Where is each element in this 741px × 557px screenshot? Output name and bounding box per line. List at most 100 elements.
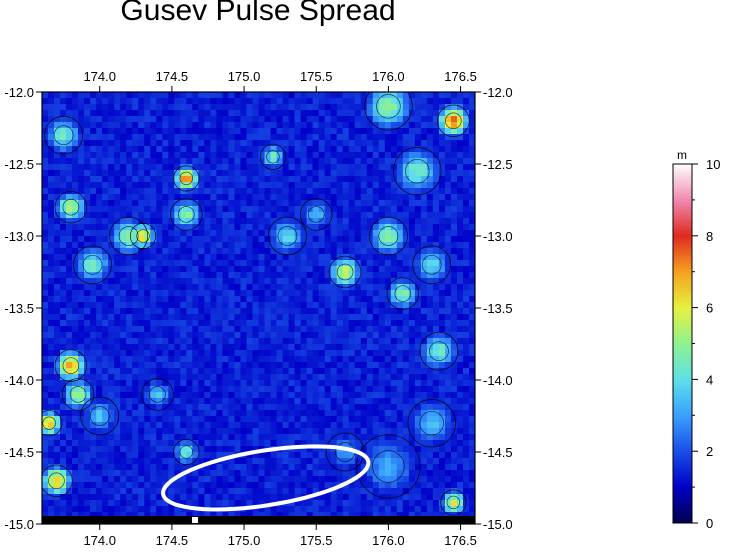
heatmap-cell [348, 272, 356, 279]
heatmap-cell [306, 362, 314, 369]
heatmap-cell [192, 392, 199, 399]
heatmap-cell [396, 146, 404, 153]
heatmap-cell [162, 332, 169, 339]
heatmap-cell [288, 290, 295, 297]
heatmap-cell [450, 446, 458, 453]
heatmap-cell [354, 128, 362, 135]
heatmap-cell [246, 404, 253, 411]
heatmap-cell [438, 182, 446, 189]
heatmap-cell [450, 146, 458, 153]
heatmap-cell [186, 194, 193, 201]
heatmap-cell [420, 476, 428, 483]
heatmap-cell [72, 230, 79, 237]
heatmap-cell [114, 356, 121, 363]
heatmap-cell [366, 344, 374, 351]
heatmap-cell [366, 422, 374, 429]
heatmap-cell [102, 500, 109, 507]
heatmap-cell [462, 428, 470, 435]
heatmap-cell [462, 416, 470, 423]
heatmap-cell [390, 212, 398, 219]
heatmap-cell [240, 362, 247, 369]
heatmap-cell [72, 314, 79, 321]
heatmap-cell [102, 398, 109, 405]
heatmap-cell [60, 158, 67, 165]
heatmap-cell [378, 302, 386, 309]
heatmap-cell [90, 302, 97, 309]
heatmap-cell [288, 374, 295, 381]
heatmap-cell [60, 494, 67, 501]
heatmap-cell [180, 428, 187, 435]
heatmap-cell [432, 398, 440, 405]
heatmap-cell [216, 446, 223, 453]
heatmap-cell [54, 464, 61, 471]
heatmap-cell [444, 338, 452, 345]
heatmap-cell [306, 158, 314, 165]
heatmap-cell [312, 212, 320, 219]
heatmap-cell [456, 110, 464, 117]
heatmap-cell [240, 314, 247, 321]
heatmap-cell [294, 398, 301, 405]
heatmap-cell [462, 254, 470, 261]
heatmap-cell [144, 326, 151, 333]
heatmap-cell [66, 488, 73, 495]
heatmap-cell [84, 146, 91, 153]
heatmap-cell [330, 338, 338, 345]
heatmap-cell [132, 434, 139, 441]
heatmap-cell [318, 158, 326, 165]
heatmap-cell [114, 212, 121, 219]
heatmap-cell [282, 170, 289, 177]
heatmap-cell [402, 158, 410, 165]
heatmap-cell [66, 92, 73, 99]
heatmap-cell [228, 398, 235, 405]
heatmap-cell [234, 320, 241, 327]
heatmap-cell [72, 146, 79, 153]
heatmap-cell [312, 398, 320, 405]
heatmap-cell [396, 212, 404, 219]
heatmap-cell [450, 212, 458, 219]
heatmap-cell [306, 452, 314, 459]
heatmap-cell [186, 428, 193, 435]
heatmap-cell [186, 110, 193, 117]
heatmap-cell [456, 374, 464, 381]
heatmap-cell [306, 500, 314, 507]
heatmap-cell [246, 494, 253, 501]
heatmap-cell [54, 116, 61, 123]
heatmap-cell [354, 188, 362, 195]
heatmap-cell [42, 320, 49, 327]
heatmap-cell [54, 290, 61, 297]
heatmap-cell [84, 152, 91, 159]
heatmap-cell [456, 410, 464, 417]
heatmap-cell [312, 314, 320, 321]
heatmap-cell [402, 410, 410, 417]
heatmap-cell [450, 152, 458, 159]
heatmap-cell [306, 326, 314, 333]
heatmap-cell [408, 458, 416, 465]
heatmap-cell [288, 452, 295, 459]
heatmap-cell [126, 470, 133, 477]
heatmap-cell [258, 320, 265, 327]
heatmap-cell [186, 422, 193, 429]
heatmap-cell [456, 356, 464, 363]
heatmap-cell [120, 122, 127, 129]
heatmap-cell [150, 344, 157, 351]
heatmap-cell [252, 140, 259, 147]
heatmap-cell [378, 200, 386, 207]
heatmap-cell [96, 446, 103, 453]
heatmap-cell [144, 374, 151, 381]
heatmap-cell [276, 188, 283, 195]
heatmap-cell [276, 464, 283, 471]
heatmap-cell [66, 254, 73, 261]
heatmap-cell [408, 230, 416, 237]
heatmap-cell [96, 248, 103, 255]
heatmap-cell [324, 272, 332, 279]
heatmap-cell [234, 98, 241, 105]
heatmap-cell [204, 422, 211, 429]
heatmap-cell [168, 446, 175, 453]
heatmap-cell [126, 362, 133, 369]
heatmap-cell [402, 374, 410, 381]
heatmap-cell [240, 242, 247, 249]
heatmap-cell [48, 128, 55, 135]
heatmap-cell [258, 170, 265, 177]
heatmap-cell [438, 380, 446, 387]
heatmap-cell [444, 140, 452, 147]
